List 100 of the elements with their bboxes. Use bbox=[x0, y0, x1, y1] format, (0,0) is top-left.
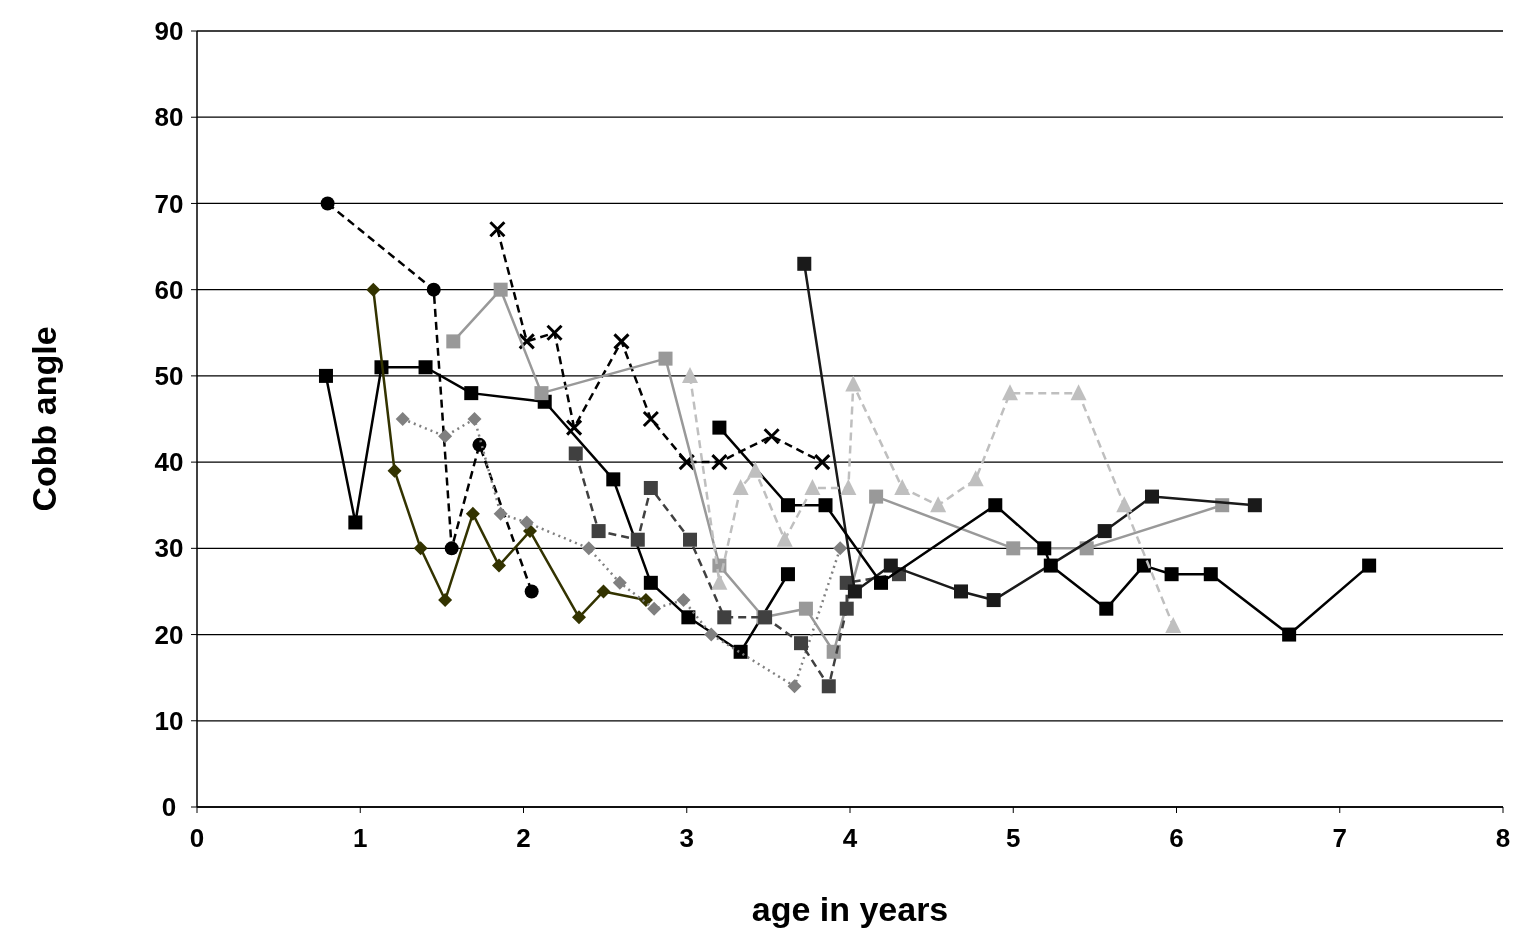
point bbox=[643, 575, 658, 590]
point bbox=[845, 375, 862, 392]
point bbox=[1001, 384, 1018, 401]
x-tick-label: 3 bbox=[679, 823, 694, 853]
point bbox=[780, 498, 795, 513]
point bbox=[418, 360, 433, 375]
point bbox=[1116, 496, 1133, 513]
point bbox=[444, 541, 459, 556]
point bbox=[467, 412, 482, 426]
point bbox=[954, 584, 969, 599]
point bbox=[683, 532, 698, 547]
point bbox=[524, 584, 539, 599]
point bbox=[320, 196, 335, 211]
y-tick-label: 60 bbox=[154, 274, 184, 305]
point bbox=[606, 472, 621, 487]
y-axis-title: Cobb angle bbox=[25, 326, 63, 512]
point bbox=[647, 601, 662, 616]
point bbox=[704, 627, 719, 642]
x-tick-label: 6 bbox=[1169, 823, 1184, 853]
point bbox=[492, 558, 507, 573]
x-axis-title: age in years bbox=[751, 890, 949, 928]
y-tick-label: 90 bbox=[154, 16, 184, 47]
point bbox=[804, 478, 821, 495]
point bbox=[596, 584, 611, 599]
point bbox=[711, 573, 728, 590]
point bbox=[813, 453, 831, 471]
point bbox=[1203, 567, 1218, 582]
point bbox=[395, 412, 410, 426]
point bbox=[1282, 627, 1297, 642]
point bbox=[572, 610, 587, 625]
point bbox=[638, 593, 653, 608]
point bbox=[642, 410, 660, 428]
point bbox=[1165, 616, 1182, 633]
point bbox=[682, 366, 699, 383]
y-tick-label: 70 bbox=[154, 188, 184, 219]
point bbox=[413, 541, 428, 556]
point bbox=[763, 427, 781, 445]
point bbox=[821, 679, 836, 694]
point bbox=[894, 478, 911, 495]
point bbox=[493, 282, 508, 297]
point bbox=[438, 593, 453, 608]
y-tick-label: 20 bbox=[154, 619, 184, 650]
point bbox=[465, 506, 480, 521]
point bbox=[839, 601, 854, 616]
point bbox=[717, 610, 732, 625]
point bbox=[546, 324, 564, 342]
point bbox=[387, 463, 402, 478]
y-tick-label: 30 bbox=[154, 533, 184, 564]
point bbox=[797, 256, 812, 271]
point bbox=[712, 420, 727, 435]
point bbox=[747, 461, 764, 478]
point bbox=[930, 496, 947, 513]
point bbox=[883, 558, 898, 573]
point bbox=[568, 446, 583, 461]
x-tick-label: 4 bbox=[842, 823, 858, 853]
point bbox=[1070, 384, 1087, 401]
point bbox=[472, 437, 487, 452]
y-tick-label: 80 bbox=[154, 102, 184, 133]
point bbox=[676, 593, 691, 608]
point bbox=[874, 575, 889, 590]
y-tick-label: 40 bbox=[154, 447, 184, 478]
point bbox=[591, 524, 606, 539]
point bbox=[818, 498, 833, 513]
point bbox=[519, 515, 534, 530]
point bbox=[565, 419, 583, 437]
x-tick-label: 1 bbox=[353, 823, 368, 853]
point bbox=[581, 541, 596, 556]
point bbox=[710, 453, 728, 471]
y-tick-label: 0 bbox=[161, 792, 177, 823]
point bbox=[464, 386, 479, 401]
point bbox=[488, 220, 506, 238]
x-tick-label: 5 bbox=[1006, 823, 1021, 853]
point bbox=[446, 334, 461, 349]
y-tick-label: 50 bbox=[154, 360, 184, 391]
point bbox=[1247, 498, 1262, 513]
point bbox=[658, 351, 673, 366]
point bbox=[366, 282, 381, 297]
point bbox=[798, 601, 813, 616]
point bbox=[1164, 567, 1179, 582]
point bbox=[426, 282, 441, 297]
point bbox=[493, 506, 508, 521]
x-tick-label: 8 bbox=[1495, 823, 1511, 853]
point bbox=[833, 541, 848, 556]
point bbox=[988, 498, 1003, 513]
point bbox=[438, 429, 453, 444]
x-tick-label: 2 bbox=[516, 823, 531, 853]
point bbox=[847, 584, 862, 599]
point bbox=[732, 478, 749, 495]
point bbox=[1145, 489, 1160, 504]
point bbox=[1043, 558, 1058, 573]
point bbox=[986, 593, 1001, 608]
point bbox=[612, 575, 627, 590]
point bbox=[840, 478, 857, 495]
point bbox=[318, 368, 333, 383]
point bbox=[643, 480, 658, 495]
point bbox=[612, 332, 630, 350]
point bbox=[1099, 601, 1114, 616]
point bbox=[630, 532, 645, 547]
point bbox=[1362, 558, 1377, 573]
point bbox=[1136, 558, 1151, 573]
